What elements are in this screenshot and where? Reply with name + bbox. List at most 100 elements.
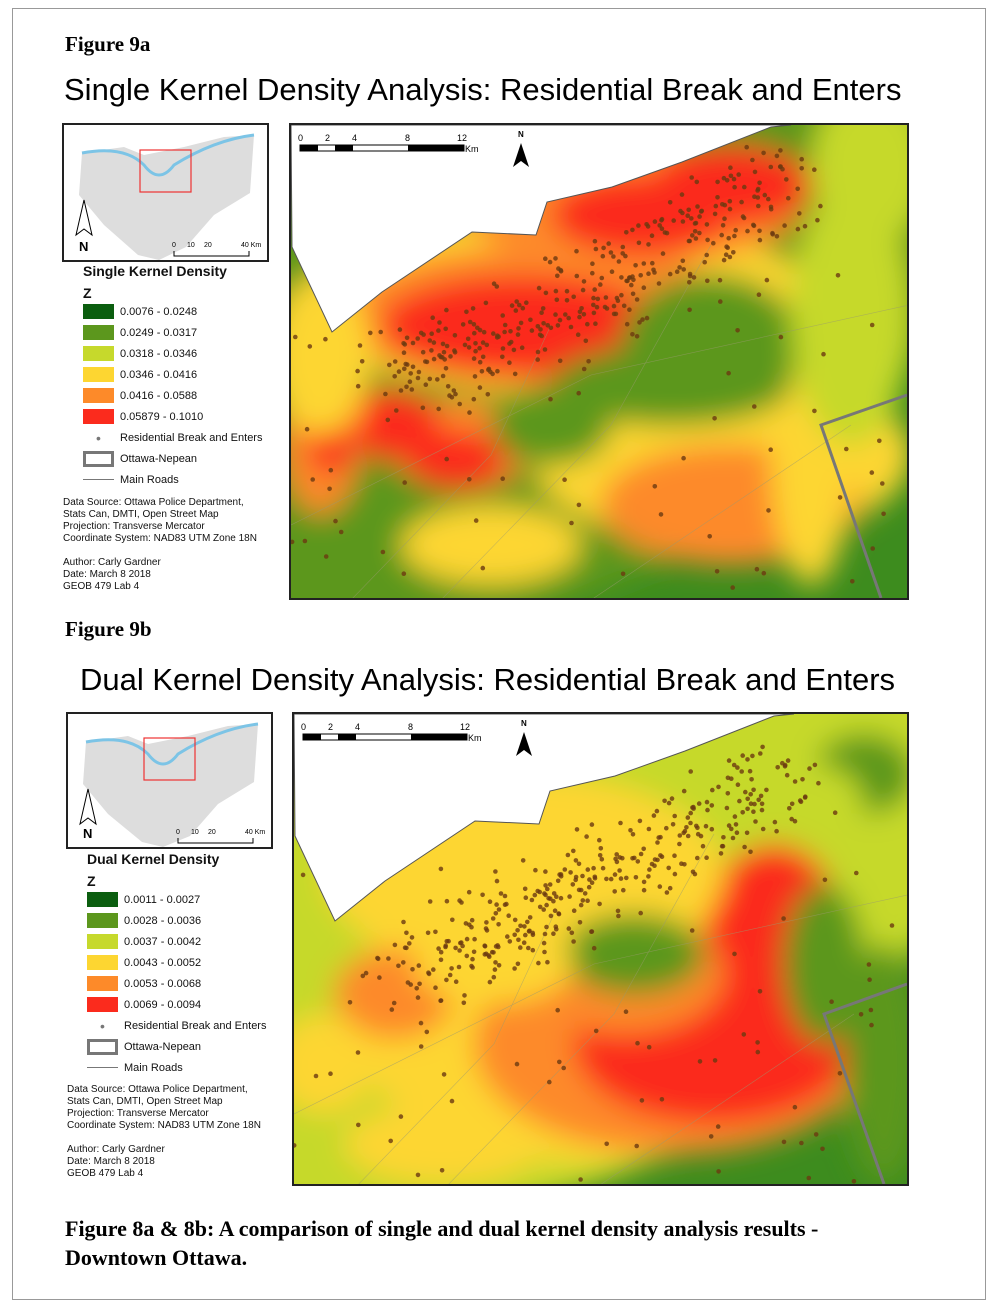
legend-class-row: 0.0416 - 0.0588	[83, 385, 262, 406]
inset-scale-bar: 0 10 20 40 Km	[176, 829, 265, 844]
density-map-a: 0 2 4 8 12 Km N	[289, 123, 909, 600]
svg-text:2: 2	[328, 722, 333, 732]
legend-field: Z	[83, 285, 92, 301]
boundary-symbol	[87, 1038, 118, 1055]
legend-class-row: 0.0037 - 0.0042	[87, 931, 266, 952]
legend-boundary-label: Ottawa-Nepean	[120, 452, 198, 465]
class-range-label: 0.0011 - 0.0027	[124, 893, 201, 906]
ottawa-nepean-boundary	[822, 982, 907, 1184]
color-swatch	[87, 913, 118, 928]
point-symbol-icon: •	[100, 1017, 105, 1034]
class-range-label: 0.0053 - 0.0068	[124, 977, 202, 990]
figure-caption: Figure 8a & 8b: A comparison of single a…	[65, 1216, 819, 1270]
color-swatch	[83, 388, 114, 403]
class-range-label: 0.0069 - 0.0094	[124, 998, 202, 1011]
svg-text:N: N	[518, 130, 524, 139]
class-range-label: 0.05879 - 0.1010	[120, 410, 204, 423]
legend-a: Single Kernel Density Z 0.0076 - 0.0248 0…	[83, 263, 262, 490]
ottawa-river	[294, 714, 795, 922]
color-swatch	[87, 892, 118, 907]
legend-field: Z	[87, 873, 96, 889]
svg-text:Km: Km	[468, 733, 482, 743]
legend-points-label: Residential Break and Enters	[124, 1019, 267, 1032]
svg-text:4: 4	[355, 722, 360, 732]
legend-title: Single Kernel Density	[83, 263, 227, 279]
legend-class-row: 0.0346 - 0.0416	[83, 364, 262, 385]
figure-9a-label: Figure 9a	[65, 32, 151, 56]
class-range-label: 0.0249 - 0.0317	[120, 326, 198, 339]
road-symbol	[87, 1067, 118, 1068]
inset-map-a: N 0 10 20 40 Km	[62, 123, 269, 262]
legend-class-row: 0.0076 - 0.0248	[83, 301, 262, 322]
map-metadata-b: Data Source: Ottawa Police Department, St…	[67, 1084, 261, 1179]
class-range-label: 0.0346 - 0.0416	[120, 368, 198, 381]
svg-text:0: 0	[301, 722, 306, 732]
ottawa-river	[291, 125, 792, 333]
north-arrow-icon	[79, 788, 97, 826]
color-swatch	[83, 304, 114, 319]
color-swatch	[87, 934, 118, 949]
page-border	[12, 8, 986, 1300]
legend-class-row: 0.0318 - 0.0346	[83, 343, 262, 364]
svg-text:10: 10	[191, 829, 199, 836]
north-label: N	[83, 826, 92, 841]
svg-text:2: 2	[325, 133, 330, 143]
svg-text:N: N	[521, 719, 527, 728]
legend-class-row: 0.05879 - 0.1010	[83, 406, 262, 427]
svg-text:0: 0	[176, 829, 180, 836]
boundary-symbol	[83, 450, 114, 467]
class-range-label: 0.0043 - 0.0052	[124, 956, 202, 969]
inset-map-b: N 0 10 20 40 Km	[66, 712, 273, 849]
map-metadata-a: Data Source: Ottawa Police Department, St…	[63, 497, 257, 592]
svg-text:Km: Km	[465, 144, 479, 154]
color-swatch	[87, 997, 118, 1012]
svg-text:40 Km: 40 Km	[241, 242, 261, 249]
north-arrow-icon: N	[513, 130, 529, 167]
legend-class-row: 0.0249 - 0.0317	[83, 322, 262, 343]
color-swatch	[83, 325, 114, 340]
legend-roads-label: Main Roads	[120, 473, 179, 486]
legend-class-row: 0.0053 - 0.0068	[87, 973, 266, 994]
figure-9a-title: Single Kernel Density Analysis: Resident…	[64, 72, 902, 107]
legend-class-row: 0.0011 - 0.0027	[87, 889, 266, 910]
svg-text:12: 12	[457, 133, 467, 143]
svg-text:10: 10	[187, 242, 195, 249]
svg-text:8: 8	[405, 133, 410, 143]
svg-text:8: 8	[408, 722, 413, 732]
class-range-label: 0.0318 - 0.0346	[120, 347, 198, 360]
class-range-label: 0.0076 - 0.0248	[120, 305, 198, 318]
legend-roads-label: Main Roads	[124, 1061, 183, 1074]
north-arrow-icon	[75, 199, 93, 237]
svg-text:0: 0	[172, 242, 176, 249]
svg-text:40 Km: 40 Km	[245, 829, 265, 836]
density-map-b: 0 2 4 8 12 Km N	[292, 712, 909, 1186]
inset-scale-bar: 0 10 20 40 Km	[172, 242, 261, 257]
main-roads	[291, 244, 907, 598]
legend-b: Dual Kernel Density Z 0.0011 - 0.0027 0.0…	[87, 851, 266, 1078]
figure-9b-label: Figure 9b	[65, 617, 152, 641]
color-swatch	[83, 346, 114, 361]
class-range-label: 0.0028 - 0.0036	[124, 914, 202, 927]
svg-text:20: 20	[208, 829, 216, 836]
color-swatch	[87, 976, 118, 991]
color-swatch	[87, 955, 118, 970]
svg-text:0: 0	[298, 133, 303, 143]
class-range-label: 0.0037 - 0.0042	[124, 935, 202, 948]
svg-text:20: 20	[204, 242, 212, 249]
class-range-label: 0.0416 - 0.0588	[120, 389, 198, 402]
north-label: N	[79, 239, 88, 254]
color-swatch	[83, 367, 114, 382]
svg-text:12: 12	[460, 722, 470, 732]
legend-title: Dual Kernel Density	[87, 851, 220, 867]
ottawa-nepean-boundary	[819, 393, 907, 598]
north-arrow-icon: N	[516, 719, 532, 756]
color-swatch	[83, 409, 114, 424]
legend-boundary-label: Ottawa-Nepean	[124, 1040, 202, 1053]
point-symbol-icon: •	[96, 429, 101, 446]
legend-class-row: 0.0028 - 0.0036	[87, 910, 266, 931]
svg-text:4: 4	[352, 133, 357, 143]
road-symbol	[83, 479, 114, 480]
legend-class-row: 0.0069 - 0.0094	[87, 994, 266, 1015]
